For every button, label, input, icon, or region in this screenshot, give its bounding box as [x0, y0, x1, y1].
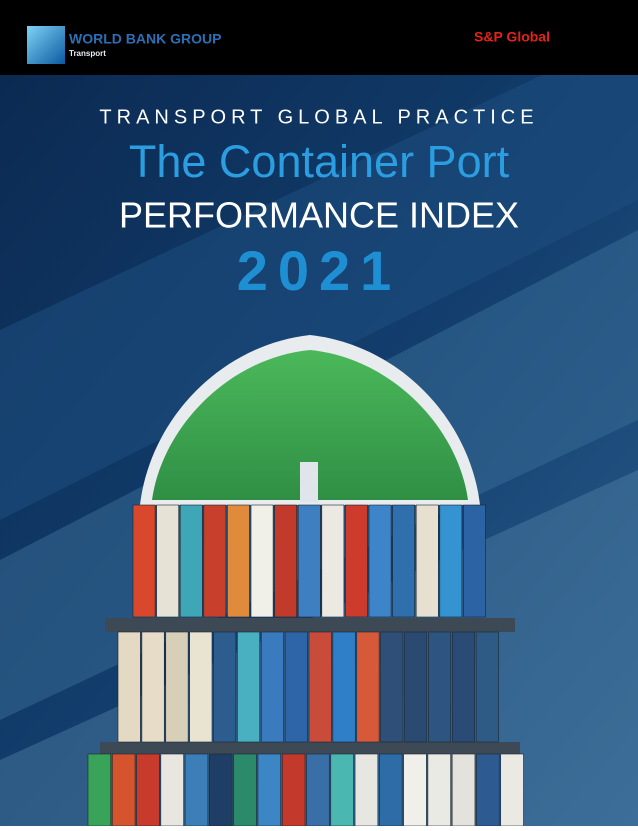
container — [308, 631, 332, 743]
container — [475, 631, 499, 743]
container — [306, 753, 330, 827]
container — [463, 504, 486, 618]
container — [179, 504, 203, 618]
container — [189, 631, 213, 743]
container — [233, 753, 257, 827]
container — [184, 753, 209, 827]
container — [274, 504, 298, 618]
title-line1: The Container Port — [129, 136, 510, 187]
container — [297, 504, 321, 618]
container — [281, 753, 306, 827]
container — [111, 753, 136, 827]
container — [476, 753, 500, 827]
container — [404, 631, 428, 743]
kicker: TRANSPORT GLOBAL PRACTICE — [99, 106, 538, 128]
container — [439, 504, 463, 618]
container — [415, 504, 439, 618]
container — [160, 753, 184, 827]
logo-mark — [27, 26, 65, 64]
container — [156, 504, 180, 618]
container — [250, 504, 274, 618]
container — [260, 631, 284, 743]
container — [356, 631, 380, 743]
container — [427, 753, 451, 827]
diagonal-band — [0, 30, 638, 520]
hatch-cover — [100, 742, 520, 754]
container — [203, 504, 227, 618]
header-bar — [0, 0, 638, 75]
container — [257, 753, 282, 827]
container — [345, 504, 368, 618]
container — [392, 504, 416, 618]
container — [380, 631, 404, 743]
container — [132, 504, 156, 618]
container — [165, 631, 189, 743]
container — [141, 631, 165, 743]
container — [227, 504, 250, 618]
hatch-cover — [105, 618, 515, 632]
container — [237, 631, 261, 743]
container — [451, 753, 476, 827]
container — [379, 753, 403, 827]
container — [284, 631, 308, 743]
container — [368, 504, 392, 618]
container — [117, 631, 141, 743]
container — [332, 631, 356, 743]
container — [330, 753, 354, 827]
containers — [87, 504, 524, 827]
container — [321, 504, 345, 618]
container — [354, 753, 379, 827]
org-unit: Transport — [69, 49, 106, 58]
container — [428, 631, 452, 743]
ship-deck — [152, 350, 468, 500]
container — [451, 631, 475, 743]
container — [213, 631, 237, 743]
container — [136, 753, 160, 827]
year: 2021 — [237, 239, 402, 302]
title-line2: PERFORMANCE INDEX — [119, 195, 519, 236]
org-name: WORLD BANK GROUP — [69, 31, 221, 47]
mast — [300, 462, 318, 502]
container — [403, 753, 427, 827]
partner-logo: S&P Global — [474, 29, 550, 45]
container — [87, 753, 112, 827]
container — [209, 753, 233, 827]
container — [500, 753, 524, 827]
